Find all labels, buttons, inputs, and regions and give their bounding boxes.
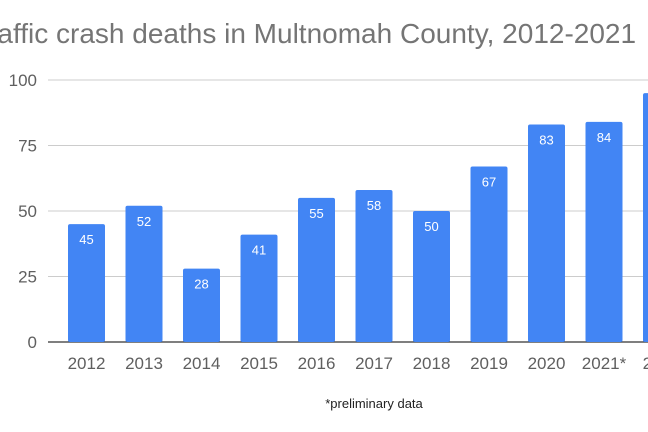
bar <box>413 211 450 342</box>
data-label: 55 <box>309 206 323 221</box>
bars: 45 52 28 41 55 58 50 67 83 84 <box>68 93 648 342</box>
data-label: 58 <box>367 198 381 213</box>
x-tick-label: 2019 <box>470 354 508 373</box>
data-label: 50 <box>424 219 438 234</box>
bar <box>125 205 163 342</box>
data-label: 83 <box>539 133 553 148</box>
bar <box>298 197 335 342</box>
bar <box>68 224 105 342</box>
footnote: *preliminary data <box>325 396 423 411</box>
x-tick-label: 2013 <box>125 354 163 373</box>
y-tick-label: 100 <box>9 71 37 90</box>
y-tick-label: 0 <box>28 333 37 352</box>
bar <box>355 190 393 342</box>
x-tick-label: 2017 <box>355 354 393 373</box>
x-tick-label: 2020 <box>528 354 566 373</box>
x-tick-label: 2012 <box>68 354 106 373</box>
x-axis: 2012 2013 2014 2015 2016 2017 2018 2019 2020 2021… <box>68 354 648 373</box>
data-label: 67 <box>482 174 496 189</box>
x-tick-label: 2022 <box>643 354 648 373</box>
y-axis: 0 25 50 75 100 <box>9 71 37 352</box>
bar <box>240 234 278 342</box>
x-tick-label: 2018 <box>413 354 451 373</box>
y-tick-label: 75 <box>18 137 37 156</box>
y-tick-label: 25 <box>18 268 37 287</box>
x-tick-label: 2015 <box>240 354 278 373</box>
data-label: 84 <box>597 130 611 145</box>
y-tick-label: 50 <box>18 202 37 221</box>
bar <box>470 166 508 342</box>
x-tick-label: 2014 <box>183 354 221 373</box>
data-label: 28 <box>194 277 208 292</box>
data-label: 52 <box>137 214 151 229</box>
bar <box>643 93 648 342</box>
bar <box>183 268 220 342</box>
data-label: 41 <box>252 243 266 258</box>
x-tick-label: 2021* <box>582 354 627 373</box>
data-label: 45 <box>79 232 93 247</box>
bar <box>585 121 623 342</box>
chart-title: Traffic crash deaths in Multnomah County… <box>0 18 637 49</box>
x-tick-label: 2016 <box>298 354 336 373</box>
bar <box>528 124 565 342</box>
